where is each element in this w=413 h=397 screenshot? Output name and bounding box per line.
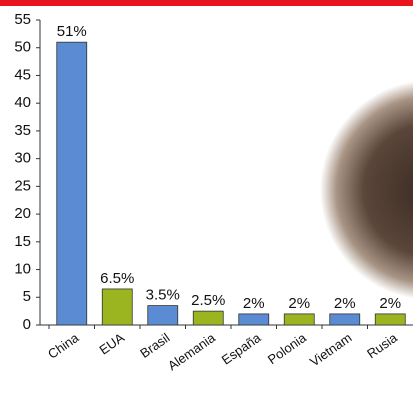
y-tick-label: 0	[23, 316, 31, 333]
y-tick-label: 50	[14, 39, 31, 56]
value-label: 2%	[243, 295, 265, 312]
y-tick-label: 30	[14, 150, 31, 167]
y-tick-label: 45	[14, 66, 31, 83]
value-label: 3.5%	[146, 287, 180, 304]
x-tick-label: Polonia	[265, 330, 310, 368]
value-label: 51%	[57, 23, 87, 40]
x-tick-label: China	[45, 330, 82, 362]
background-photo	[320, 81, 413, 299]
bar	[374, 313, 406, 326]
x-tick-label: Brasil	[137, 330, 172, 361]
y-tick-label: 55	[14, 11, 31, 28]
y-tick-label: 15	[14, 233, 31, 250]
value-label: 6.5%	[100, 270, 134, 287]
x-tick-label: EUA	[96, 330, 127, 358]
bar	[283, 313, 315, 326]
value-label: 2%	[379, 295, 401, 312]
bar	[329, 313, 361, 326]
bar	[238, 313, 270, 326]
x-tick-label: Vietnam	[307, 330, 354, 370]
value-label: 2%	[288, 295, 310, 312]
bar	[147, 305, 179, 326]
y-tick-label: 5	[23, 288, 31, 305]
x-tick-label: Alemania	[165, 330, 219, 374]
y-tick-label: 35	[14, 122, 31, 139]
y-tick-label: 10	[14, 261, 31, 278]
title-strip	[0, 0, 413, 6]
bar	[56, 41, 88, 326]
y-tick-label: 40	[14, 94, 31, 111]
value-label: 2.5%	[191, 292, 225, 309]
y-tick-label: 20	[14, 205, 31, 222]
y-tick-label: 25	[14, 177, 31, 194]
bar	[101, 288, 133, 326]
bar	[192, 310, 224, 326]
value-label: 2%	[334, 295, 356, 312]
x-tick-label: Rusia	[364, 330, 400, 362]
x-tick-label: España	[219, 330, 264, 368]
